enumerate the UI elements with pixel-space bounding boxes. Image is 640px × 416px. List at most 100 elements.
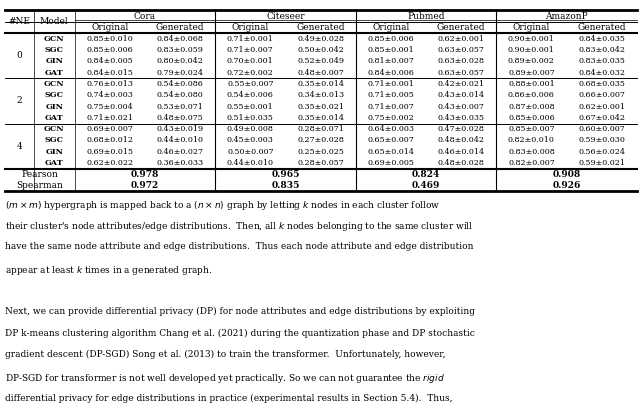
Text: 0.43±0.014: 0.43±0.014 <box>438 91 484 99</box>
Text: GAT: GAT <box>45 159 63 167</box>
Text: 0.965: 0.965 <box>271 170 300 179</box>
Text: 0.55±0.001: 0.55±0.001 <box>227 102 274 111</box>
Text: GCN: GCN <box>44 80 65 88</box>
Text: 0.50±0.042: 0.50±0.042 <box>297 46 344 54</box>
Text: 0.83±0.035: 0.83±0.035 <box>578 57 625 65</box>
Text: 0.63±0.057: 0.63±0.057 <box>438 46 484 54</box>
Text: 0.71±0.007: 0.71±0.007 <box>367 102 414 111</box>
Text: 0.82±0.010: 0.82±0.010 <box>508 136 555 144</box>
Text: 0.63±0.028: 0.63±0.028 <box>438 57 484 65</box>
Text: #NE: #NE <box>8 17 31 26</box>
Text: Generated: Generated <box>577 23 626 32</box>
Text: 2: 2 <box>17 97 22 105</box>
Text: 0.87±0.008: 0.87±0.008 <box>508 102 555 111</box>
Text: 0.50±0.007: 0.50±0.007 <box>227 148 274 156</box>
Text: 0.46±0.027: 0.46±0.027 <box>157 148 204 156</box>
Text: 0.65±0.007: 0.65±0.007 <box>367 136 414 144</box>
Text: GCN: GCN <box>44 125 65 133</box>
Text: $(m \times m)$ hypergraph is mapped back to a $(n \times n)$ graph by letting $k: $(m \times m)$ hypergraph is mapped back… <box>5 199 440 212</box>
Text: 0.85±0.006: 0.85±0.006 <box>86 46 133 54</box>
Text: 0.71±0.001: 0.71±0.001 <box>227 35 274 43</box>
Text: 0.60±0.007: 0.60±0.007 <box>579 125 625 133</box>
Text: 0.88±0.001: 0.88±0.001 <box>508 80 555 88</box>
Text: 0.82±0.007: 0.82±0.007 <box>508 159 555 167</box>
Text: 0.84±0.032: 0.84±0.032 <box>578 69 625 77</box>
Text: 0.46±0.014: 0.46±0.014 <box>438 148 484 156</box>
Text: 0.83±0.008: 0.83±0.008 <box>508 148 555 156</box>
Text: 0.824: 0.824 <box>412 170 440 179</box>
Text: 0.85±0.006: 0.85±0.006 <box>508 114 555 122</box>
Text: 0.25±0.025: 0.25±0.025 <box>297 148 344 156</box>
Text: GCN: GCN <box>44 35 65 43</box>
Text: 0.62±0.022: 0.62±0.022 <box>86 159 133 167</box>
Text: 0.44±0.010: 0.44±0.010 <box>157 136 204 144</box>
Text: 0.835: 0.835 <box>271 181 300 190</box>
Text: 0.90±0.001: 0.90±0.001 <box>508 35 555 43</box>
Text: AmazonP: AmazonP <box>545 12 588 20</box>
Text: DP-SGD for transformer is not well developed yet practically. So we can not guar: DP-SGD for transformer is not well devel… <box>5 372 445 385</box>
Text: 0.53±0.071: 0.53±0.071 <box>157 102 204 111</box>
Text: 0.69±0.007: 0.69±0.007 <box>86 125 133 133</box>
Text: 0.83±0.042: 0.83±0.042 <box>578 46 625 54</box>
Text: 0.85±0.006: 0.85±0.006 <box>367 35 414 43</box>
Text: 0.84±0.035: 0.84±0.035 <box>578 35 625 43</box>
Text: 0.908: 0.908 <box>552 170 580 179</box>
Text: 0.48±0.042: 0.48±0.042 <box>438 136 484 144</box>
Text: Pubmed: Pubmed <box>407 12 445 20</box>
Text: 0.62±0.001: 0.62±0.001 <box>438 35 484 43</box>
Text: 0.66±0.007: 0.66±0.007 <box>578 91 625 99</box>
Text: 0.43±0.019: 0.43±0.019 <box>157 125 204 133</box>
Text: 0.48±0.007: 0.48±0.007 <box>297 69 344 77</box>
Text: 0.56±0.024: 0.56±0.024 <box>578 148 625 156</box>
Text: Generated: Generated <box>437 23 485 32</box>
Text: Next, we can provide differential privacy (DP) for node attributes and edge dist: Next, we can provide differential privac… <box>5 307 475 316</box>
Text: 0.85±0.010: 0.85±0.010 <box>86 35 133 43</box>
Text: 0.35±0.021: 0.35±0.021 <box>297 102 344 111</box>
Text: 0.64±0.003: 0.64±0.003 <box>367 125 414 133</box>
Text: GIN: GIN <box>45 57 63 65</box>
Text: 0.54±0.086: 0.54±0.086 <box>157 80 204 88</box>
Text: 0.84±0.068: 0.84±0.068 <box>157 35 204 43</box>
Text: Model: Model <box>40 17 68 26</box>
Text: 0.978: 0.978 <box>131 170 159 179</box>
Text: 0.49±0.008: 0.49±0.008 <box>227 125 274 133</box>
Text: 0.45±0.003: 0.45±0.003 <box>227 136 274 144</box>
Text: 0.54±0.006: 0.54±0.006 <box>227 91 274 99</box>
Text: GIN: GIN <box>45 102 63 111</box>
Text: 0.54±0.080: 0.54±0.080 <box>157 91 204 99</box>
Text: 0.84±0.006: 0.84±0.006 <box>367 69 414 77</box>
Text: 0.85±0.001: 0.85±0.001 <box>367 46 414 54</box>
Text: 0: 0 <box>17 51 22 60</box>
Text: 0.62±0.001: 0.62±0.001 <box>578 102 625 111</box>
Text: Spearman: Spearman <box>17 181 63 190</box>
Text: 0.89±0.007: 0.89±0.007 <box>508 69 555 77</box>
Text: 0.80±0.042: 0.80±0.042 <box>157 57 204 65</box>
Text: 0.79±0.024: 0.79±0.024 <box>157 69 204 77</box>
Text: Generated: Generated <box>296 23 345 32</box>
Text: GIN: GIN <box>45 148 63 156</box>
Text: Original: Original <box>372 23 410 32</box>
Text: have the same node attribute and edge distributions.  Thus each node attribute a: have the same node attribute and edge di… <box>5 242 474 251</box>
Text: 0.59±0.021: 0.59±0.021 <box>578 159 625 167</box>
Text: 0.28±0.071: 0.28±0.071 <box>297 125 344 133</box>
Text: 0.83±0.059: 0.83±0.059 <box>157 46 204 54</box>
Text: 0.48±0.028: 0.48±0.028 <box>438 159 484 167</box>
Text: 0.51±0.035: 0.51±0.035 <box>227 114 274 122</box>
Text: 0.52±0.049: 0.52±0.049 <box>297 57 344 65</box>
Text: 0.65±0.014: 0.65±0.014 <box>367 148 414 156</box>
Text: 0.35±0.014: 0.35±0.014 <box>297 80 344 88</box>
Text: 0.68±0.012: 0.68±0.012 <box>86 136 133 144</box>
Text: 0.67±0.042: 0.67±0.042 <box>578 114 625 122</box>
Text: differential privacy for edge distributions in practice (experimental results in: differential privacy for edge distributi… <box>5 394 452 403</box>
Text: 0.71±0.005: 0.71±0.005 <box>367 91 414 99</box>
Text: 0.59±0.030: 0.59±0.030 <box>578 136 625 144</box>
Text: 0.27±0.028: 0.27±0.028 <box>297 136 344 144</box>
Text: 0.48±0.075: 0.48±0.075 <box>157 114 204 122</box>
Text: Citeseer: Citeseer <box>266 12 305 20</box>
Text: 0.42±0.021: 0.42±0.021 <box>438 80 484 88</box>
Text: 0.71±0.007: 0.71±0.007 <box>227 46 274 54</box>
Text: 0.43±0.035: 0.43±0.035 <box>438 114 484 122</box>
Text: 0.68±0.035: 0.68±0.035 <box>578 80 625 88</box>
Text: 0.75±0.002: 0.75±0.002 <box>367 114 414 122</box>
Text: 0.75±0.004: 0.75±0.004 <box>86 102 133 111</box>
